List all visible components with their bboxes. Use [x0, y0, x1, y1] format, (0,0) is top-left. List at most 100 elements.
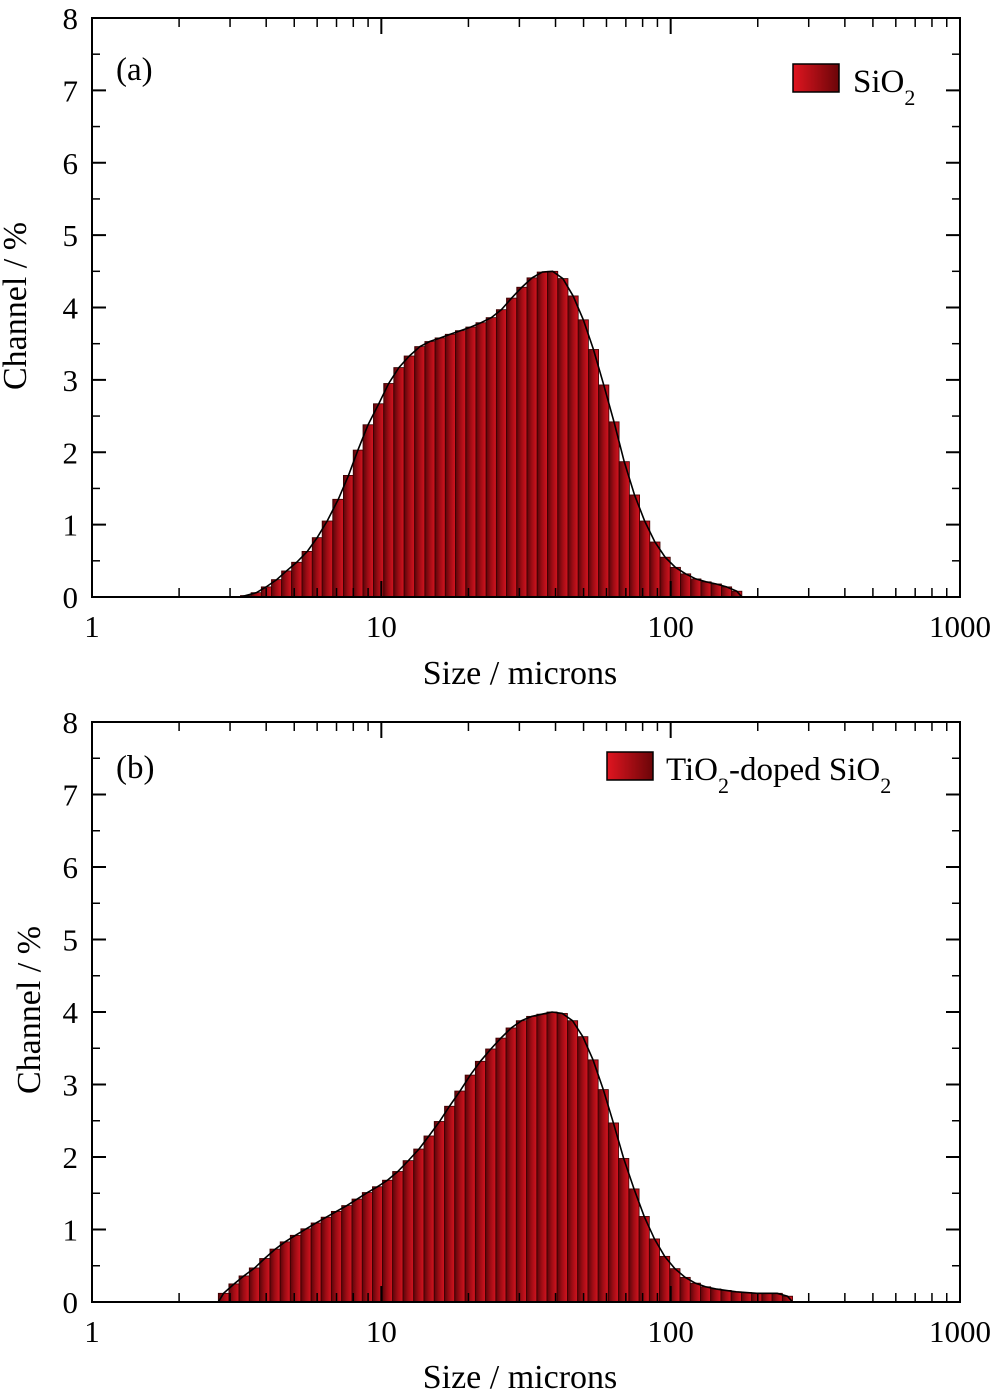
- bar: [465, 326, 477, 598]
- bar: [567, 1020, 579, 1303]
- bar: [628, 494, 640, 598]
- bar: [526, 1015, 538, 1303]
- bar: [598, 384, 610, 598]
- bar: [577, 1036, 589, 1303]
- bar: [495, 309, 507, 598]
- bar: [516, 286, 528, 598]
- y-tick-label: 0: [63, 580, 79, 615]
- y-tick-label: 1: [63, 1213, 79, 1248]
- x-tick-label: 1: [84, 1314, 100, 1349]
- bars-a: [240, 270, 743, 598]
- bar: [515, 1020, 527, 1303]
- y-tick-label: 4: [63, 291, 79, 326]
- bar: [618, 461, 630, 598]
- bar: [526, 277, 538, 598]
- bar: [402, 1160, 415, 1303]
- bar: [373, 403, 385, 598]
- y-tick-label: 1: [63, 508, 79, 543]
- bar: [485, 317, 497, 598]
- bar: [321, 520, 334, 598]
- y-axis-title-b: Channel / %: [11, 926, 48, 1094]
- y-tick-label: 2: [63, 435, 79, 470]
- bar: [474, 1060, 487, 1303]
- bar: [351, 1198, 363, 1303]
- legend-swatch-a: [792, 63, 840, 93]
- bar: [403, 355, 416, 598]
- bar: [506, 297, 518, 598]
- bar: [495, 1037, 507, 1303]
- x-ticks-a: 1 10 100 1000: [84, 18, 991, 644]
- bar: [710, 583, 722, 598]
- legend-swatch-b: [606, 751, 654, 781]
- bar: [320, 1216, 332, 1303]
- bar: [659, 1255, 671, 1303]
- bar: [700, 1286, 712, 1303]
- bar: [464, 1074, 476, 1303]
- bar: [587, 1059, 599, 1303]
- bar: [238, 1275, 250, 1303]
- bar: [444, 333, 456, 598]
- bar: [269, 1248, 281, 1303]
- bar: [454, 1090, 466, 1303]
- bar: [587, 349, 599, 598]
- panel-label-b: (b): [116, 750, 154, 786]
- bar: [332, 498, 344, 598]
- y-tick-label: 3: [63, 1068, 79, 1103]
- bar: [393, 367, 405, 598]
- bar: [597, 1089, 609, 1303]
- bar: [556, 1013, 568, 1303]
- bar: [279, 1241, 291, 1303]
- x-tick-label: 1: [84, 609, 100, 644]
- bar: [310, 1222, 322, 1303]
- bar: [741, 1292, 753, 1303]
- bar: [751, 1292, 763, 1303]
- bar: [618, 1158, 630, 1303]
- bar: [291, 561, 303, 598]
- bar: [639, 520, 651, 598]
- bars-b: [217, 1011, 793, 1303]
- bar: [720, 1290, 732, 1303]
- y-ticks-b: 0 1 2 3 4 5 6 7 8: [63, 705, 960, 1320]
- y-tick-label: 6: [63, 850, 79, 885]
- x-tick-label: 1000: [929, 609, 991, 644]
- y-tick-label: 6: [63, 146, 79, 181]
- bar: [289, 1234, 302, 1303]
- y-tick-label: 8: [63, 705, 79, 740]
- bar: [372, 1186, 383, 1303]
- bar: [546, 1011, 558, 1303]
- distribution-outline: [217, 1011, 794, 1303]
- bar: [607, 1122, 619, 1303]
- bar: [505, 1027, 517, 1303]
- bar: [434, 337, 446, 598]
- bar: [300, 1228, 312, 1303]
- x-tick-label: 1000: [929, 1314, 991, 1349]
- bar: [485, 1048, 497, 1303]
- bar: [679, 1276, 691, 1303]
- bar: [628, 1188, 640, 1303]
- bar: [669, 566, 681, 598]
- bar: [392, 1171, 404, 1303]
- y-tick-label: 7: [63, 778, 79, 813]
- bar: [730, 1291, 742, 1303]
- bar: [475, 322, 487, 598]
- bar: [301, 551, 313, 598]
- y-tick-label: 4: [63, 995, 79, 1030]
- x-tick-label: 100: [647, 1314, 694, 1349]
- x-axis-title-b: Size / microns: [423, 1359, 618, 1394]
- y-tick-label: 7: [63, 73, 79, 108]
- x-tick-label: 10: [366, 1314, 397, 1349]
- legend-label-a: SiO2: [853, 64, 915, 110]
- legend-label-b: TiO2-doped SiO2: [666, 752, 891, 798]
- bar: [700, 581, 712, 598]
- bar: [689, 1282, 701, 1303]
- bar: [761, 1292, 773, 1303]
- x-ticks-b: 1 10 100 1000: [84, 722, 991, 1349]
- legend-a: SiO2: [792, 63, 915, 110]
- bar: [455, 330, 467, 598]
- bar: [680, 573, 692, 598]
